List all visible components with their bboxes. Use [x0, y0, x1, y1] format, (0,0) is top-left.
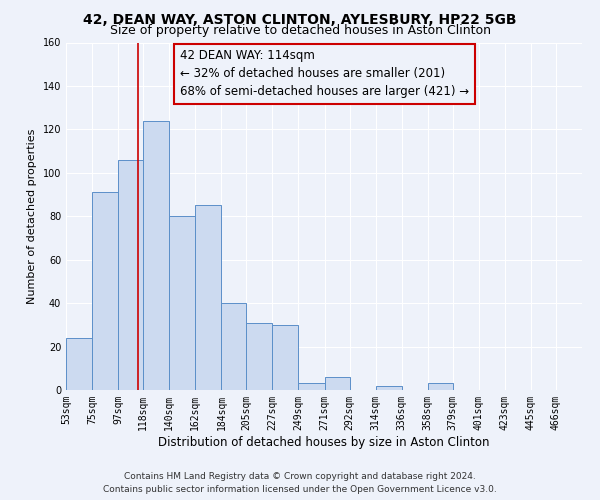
Text: Contains HM Land Registry data © Crown copyright and database right 2024.
Contai: Contains HM Land Registry data © Crown c… — [103, 472, 497, 494]
Bar — [298, 384, 325, 390]
Y-axis label: Number of detached properties: Number of detached properties — [27, 128, 37, 304]
Text: 42, DEAN WAY, ASTON CLINTON, AYLESBURY, HP22 5GB: 42, DEAN WAY, ASTON CLINTON, AYLESBURY, … — [83, 12, 517, 26]
Text: 42 DEAN WAY: 114sqm
← 32% of detached houses are smaller (201)
68% of semi-detac: 42 DEAN WAY: 114sqm ← 32% of detached ho… — [179, 50, 469, 98]
Bar — [143, 120, 169, 390]
Bar — [325, 377, 350, 390]
Bar — [195, 206, 221, 390]
Bar — [428, 384, 453, 390]
Bar — [376, 386, 401, 390]
Bar — [66, 338, 92, 390]
Bar — [169, 216, 195, 390]
Bar — [118, 160, 143, 390]
Bar — [221, 303, 247, 390]
X-axis label: Distribution of detached houses by size in Aston Clinton: Distribution of detached houses by size … — [158, 436, 490, 448]
Text: Size of property relative to detached houses in Aston Clinton: Size of property relative to detached ho… — [110, 24, 491, 37]
Bar — [272, 325, 298, 390]
Bar — [247, 322, 272, 390]
Bar — [92, 192, 118, 390]
